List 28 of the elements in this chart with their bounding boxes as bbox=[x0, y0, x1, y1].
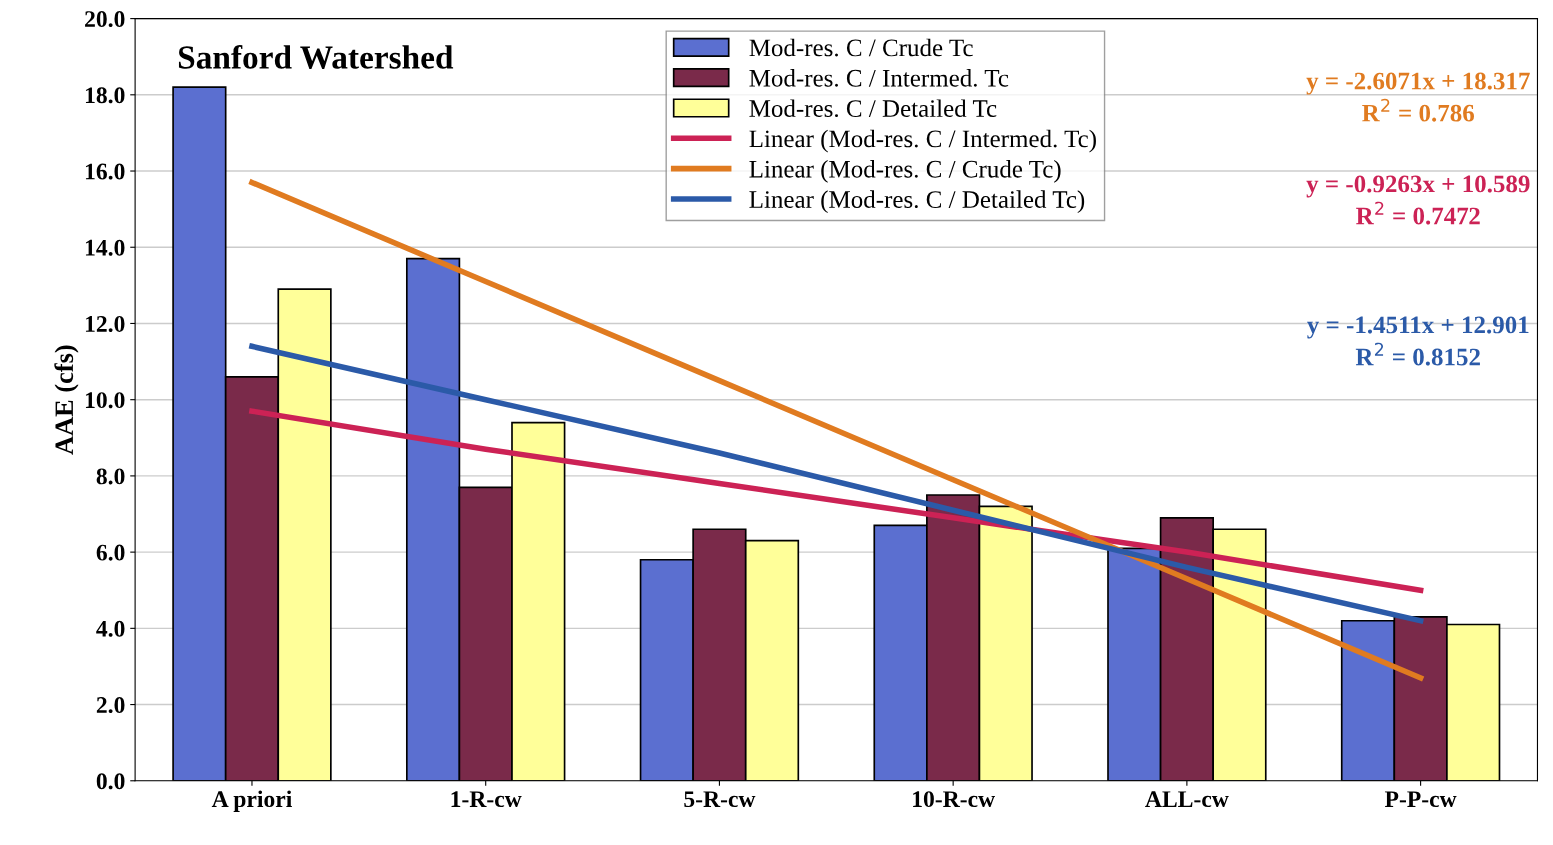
annotation: y = -1.4511x + 12.901 R$^{2}$ = 0.8152 bbox=[1307, 316, 1529, 366]
y-tick-label: 8.0 bbox=[96, 468, 125, 485]
x-tick-label: A priori bbox=[211, 790, 292, 812]
y-tick-label: 16.0 bbox=[85, 163, 125, 180]
y-tick-label: 20.0 bbox=[85, 11, 125, 28]
legend-label: Mod-res. C / Detailed Tc bbox=[749, 99, 997, 118]
x-tick-label: P-P-cw bbox=[1384, 791, 1457, 808]
legend-label: Linear (Mod-res. C / Intermed. Tc) bbox=[749, 129, 1096, 153]
y-axis-title: AAE (cfs) bbox=[54, 345, 79, 455]
y-tick-label: 10.0 bbox=[85, 392, 125, 409]
x-tick-label: 1-R-cw bbox=[451, 791, 522, 808]
x-tick-label: 5-R-cw bbox=[684, 791, 756, 808]
x-tick-label: ALL-cw bbox=[1145, 791, 1229, 808]
legend-label: Mod-res. C / Crude Tc bbox=[749, 38, 973, 57]
legend-label: Mod-res. C / Intermed. Tc bbox=[749, 69, 1009, 87]
y-tick-label: 2.0 bbox=[96, 697, 125, 714]
y-tick-label: 18.0 bbox=[85, 87, 125, 104]
x-tick-label: 10-R-cw bbox=[913, 791, 995, 808]
y-tick-label: 4.0 bbox=[96, 620, 125, 637]
y-tick-label: 6.0 bbox=[96, 544, 125, 561]
annotation: y = -0.9263x + 10.589 R$^{2}$ = 0.7472 bbox=[1306, 175, 1530, 225]
legend-label: Linear (Mod-res. C / Detailed Tc) bbox=[749, 190, 1085, 214]
text: Sanford Watershed bbox=[178, 44, 454, 69]
legend-label: Linear (Mod-res. C / Crude Tc) bbox=[749, 160, 1061, 183]
y-tick-label: 12.0 bbox=[85, 315, 125, 332]
y-tick-label: 14.0 bbox=[85, 239, 125, 256]
y-tick-label: 0.0 bbox=[96, 773, 125, 790]
annotation: y = -2.6071x + 18.317 R$^{2}$ = 0.786 bbox=[1306, 72, 1530, 122]
